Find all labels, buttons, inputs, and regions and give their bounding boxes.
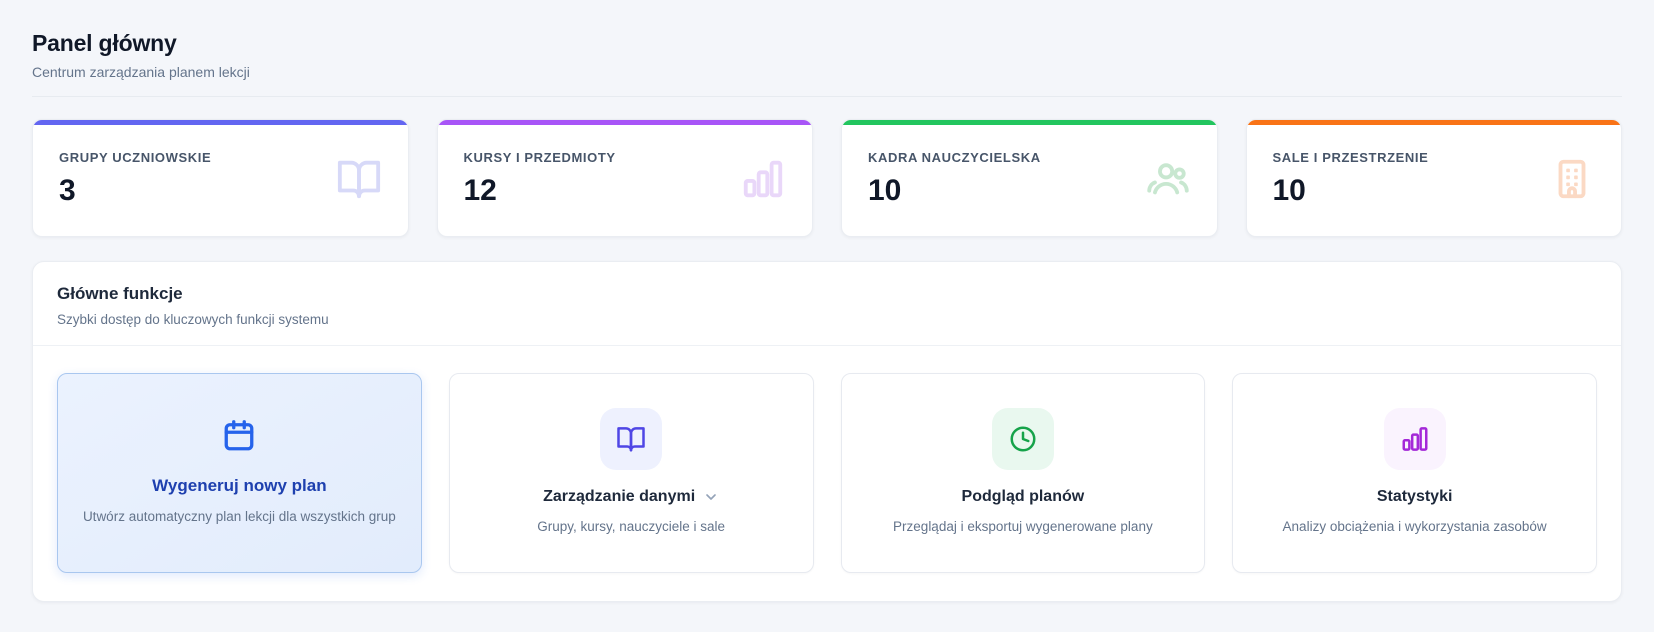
page-header: Panel główny Centrum zarządzania planem …: [32, 30, 1622, 80]
dashboard-page: Panel główny Centrum zarządzania planem …: [32, 30, 1622, 602]
header-divider: [32, 96, 1622, 97]
stat-value: 10: [1272, 174, 1306, 207]
stat-card-courses: KURSY I PRZEDMIOTY 12: [436, 119, 813, 237]
feature-title: Podgląd planów: [961, 488, 1085, 506]
clock-icon: [991, 408, 1054, 471]
feature-title: Zarządzanie danymi: [543, 488, 719, 506]
chevron-down-icon: [703, 489, 719, 505]
main-functions-panel: Główne funkcje Szybki dostęp do kluczowy…: [32, 261, 1622, 602]
stat-value: 3: [59, 174, 76, 207]
panel-subtitle: Szybki dostęp do kluczowych funkcji syst…: [57, 312, 329, 327]
bar-chart-icon: [740, 156, 786, 202]
stat-label: KADRA NAUCZYCIELSKA: [868, 150, 1041, 165]
bar-chart-icon: [1383, 408, 1446, 471]
feature-title: Statystyki: [1376, 488, 1453, 506]
feature-description: Analizy obciążenia i wykorzystania zasob…: [1282, 519, 1547, 535]
accent-bar: [1246, 120, 1621, 125]
accent-bar: [33, 120, 408, 125]
calendar-icon: [221, 418, 257, 454]
users-icon: [1145, 156, 1191, 202]
feature-card-plan-preview[interactable]: Podgląd planów Przeglądaj i eksportuj wy…: [840, 373, 1206, 573]
stat-card-teachers: KADRA NAUCZYCIELSKA 10: [841, 119, 1218, 237]
feature-card-statistics[interactable]: Statystyki Analizy obciążenia i wykorzys…: [1232, 373, 1597, 573]
stat-value: 12: [463, 174, 497, 207]
accent-bar: [437, 120, 812, 125]
feature-description: Utwórz automatyczny plan lekcji dla wszy…: [82, 509, 396, 525]
stats-row: GRUPY UCZNIOWSKIE 3 KURSY I PRZEDMIOTY 1…: [32, 119, 1622, 237]
building-icon: [1549, 156, 1595, 202]
feature-title: Wygeneruj nowy plan: [152, 476, 327, 496]
feature-title-text: Zarządzanie danymi: [543, 488, 696, 506]
panel-title: Główne funkcje: [57, 284, 183, 303]
book-open-icon: [600, 408, 663, 471]
feature-description: Grupy, kursy, nauczyciele i sale: [537, 519, 726, 535]
feature-cards-row: Wygeneruj nowy plan Utwórz automatyczny …: [33, 346, 1621, 601]
accent-bar: [842, 120, 1217, 125]
stat-card-rooms: SALE I PRZESTRZENIE 10: [1245, 119, 1622, 237]
stat-card-groups: GRUPY UCZNIOWSKIE 3: [32, 119, 409, 237]
stat-label: KURSY I PRZEDMIOTY: [463, 150, 616, 165]
page-subtitle: Centrum zarządzania planem lekcji: [32, 64, 250, 80]
panel-header: Główne funkcje Szybki dostęp do kluczowy…: [33, 262, 1621, 346]
feature-description: Przeglądaj i eksportuj wygenerowane plan…: [893, 519, 1153, 535]
stat-label: GRUPY UCZNIOWSKIE: [59, 150, 212, 165]
book-open-icon: [336, 156, 382, 202]
page-title: Panel główny: [32, 30, 177, 56]
feature-card-generate-plan[interactable]: Wygeneruj nowy plan Utwórz automatyczny …: [57, 373, 422, 573]
stat-value: 10: [868, 174, 902, 207]
feature-card-data-management[interactable]: Zarządzanie danymi Grupy, kursy, nauczyc…: [448, 373, 814, 573]
stat-label: SALE I PRZESTRZENIE: [1272, 150, 1429, 165]
